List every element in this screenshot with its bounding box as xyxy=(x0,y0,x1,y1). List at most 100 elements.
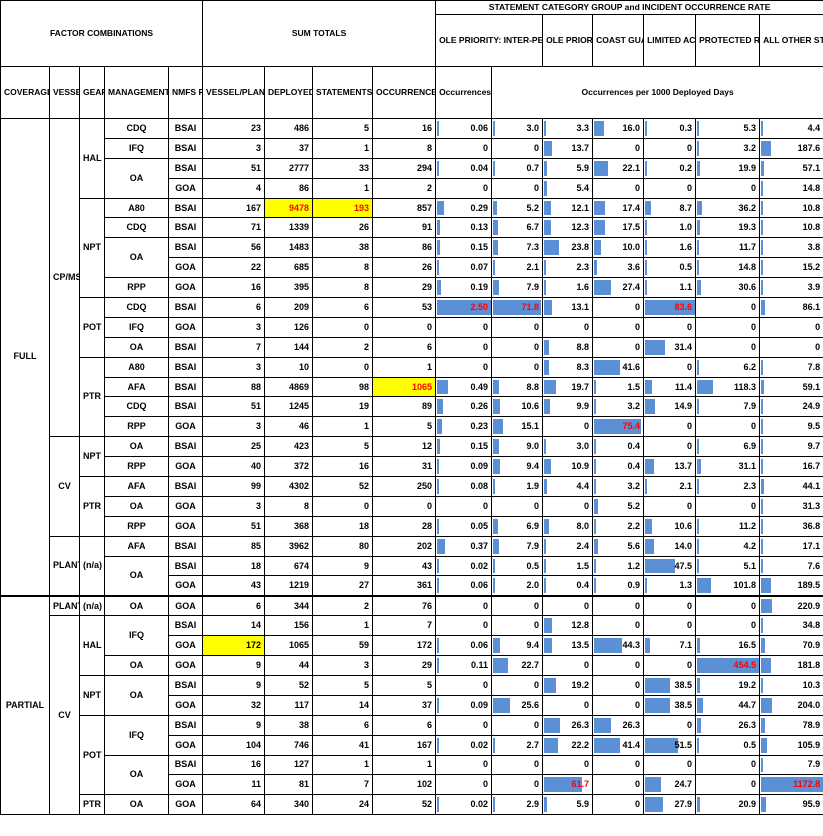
rate-value: 0 xyxy=(584,500,590,511)
rate-cell: 19.2 xyxy=(542,674,594,696)
rate-value: 0 xyxy=(687,441,693,452)
rate-bar xyxy=(645,538,655,554)
occurrences-cell: 89 xyxy=(372,396,437,418)
rate-bar xyxy=(761,479,764,494)
table-row: RPP GOA 40 372 16 31 0.09 9.4 10.9 0.4 13.7 31.1 16.… xyxy=(1,456,823,478)
rate-cell: 23.8 xyxy=(542,237,594,259)
rate-bar xyxy=(437,280,442,296)
rate-value: 2.3 xyxy=(576,262,590,273)
rate-cell: 2.3 xyxy=(695,476,761,497)
rate-cell: 0 xyxy=(643,436,697,458)
deployed-days-cell: 37 xyxy=(264,137,314,159)
rate-value: 181.8 xyxy=(797,659,821,670)
rate-bar xyxy=(493,658,509,673)
rate-cell: 1.6 xyxy=(643,237,697,259)
table-row: CDQ BSAI 51 1245 19 89 0.26 10.6 9.9 3.2 14.9 7.9 24… xyxy=(1,396,823,418)
table-row: AFA BSAI 88 4869 98 1065 0.49 8.8 19.7 1.5 11.4 118… xyxy=(1,376,823,398)
rate-cell: 44.7 xyxy=(695,694,761,716)
rate-bar xyxy=(761,459,763,475)
management-program-header: MANAGEMENT PROGRAM xyxy=(104,66,169,119)
rate-bar xyxy=(761,180,763,196)
rate-cell: 10.3 xyxy=(759,674,823,696)
rate-value: 2.9 xyxy=(526,799,540,810)
rate-value: 24.7 xyxy=(674,779,693,790)
rate-cell: 105.9 xyxy=(759,734,823,756)
rate-value: 23.8 xyxy=(571,242,590,253)
table-row: GOA 43 1219 27 361 0.06 2.0 0.4 0.9 1.3 101.8 189.5 xyxy=(1,575,823,597)
statements-cell: 9 xyxy=(312,555,374,577)
rate-value: 9.4 xyxy=(526,461,540,472)
statements-cell: 1 xyxy=(312,177,374,199)
rate-value: 0.08 xyxy=(470,480,489,491)
rate-cell: 0 xyxy=(643,594,697,617)
rate-value: 0.4 xyxy=(576,580,590,591)
rate-value: 2.2 xyxy=(627,520,641,531)
rate-bar xyxy=(697,518,699,534)
rate-bar xyxy=(761,538,763,554)
occurrences-cell: 361 xyxy=(372,575,437,597)
rate-value: 5.1 xyxy=(743,560,757,571)
rate-value: 2.1 xyxy=(679,480,693,491)
occurrences-cell: 5 xyxy=(372,416,437,438)
occ-per-vessel-cell: 0.02 xyxy=(435,555,493,577)
occurrences-cell: 1 xyxy=(372,356,437,378)
statements-cell: 0 xyxy=(312,316,374,338)
rate-cell: 101.8 xyxy=(695,575,761,597)
nmfs-region-cell: BSAI xyxy=(167,137,204,159)
rate-bar xyxy=(697,121,699,136)
assignments-cell: 172 xyxy=(202,635,266,657)
occurrences-cell: 43 xyxy=(372,555,437,577)
rate-value: 204.0 xyxy=(797,699,821,710)
nmfs-region-cell: GOA xyxy=(167,495,204,517)
occurrences-cell: 2 xyxy=(372,177,437,199)
rate-cell: 71.8 xyxy=(491,297,544,318)
rate-value: 10.8 xyxy=(802,202,821,213)
occurrences-cell: 8 xyxy=(372,137,437,159)
occurrences-cell: 29 xyxy=(372,277,437,299)
occurrences-cell: 6 xyxy=(372,714,437,736)
occ-per-vessel-cell: 0.15 xyxy=(435,237,493,259)
rate-bar xyxy=(493,558,495,574)
rate-bar xyxy=(544,777,582,793)
rate-bar xyxy=(544,797,548,813)
rate-cell: 0 xyxy=(695,615,761,637)
occ-per-vessel-cell: 0 xyxy=(435,177,493,199)
rate-value: 0 xyxy=(483,620,489,631)
vessel-type-cell: PLANT xyxy=(49,535,80,597)
rate-cell: 0.5 xyxy=(695,734,761,756)
statements-cell: 2 xyxy=(312,336,374,358)
rate-bar xyxy=(697,260,699,276)
rate-bar xyxy=(594,399,597,415)
rate-cell: 5.9 xyxy=(542,794,594,816)
assignments-cell: 18 xyxy=(202,555,266,577)
assignments-cell: 167 xyxy=(202,197,266,219)
occurrences-cell: 857 xyxy=(372,197,437,219)
rate-value: 41.6 xyxy=(622,361,641,372)
statements-cell: 0 xyxy=(312,495,374,517)
rate-value: 5.2 xyxy=(627,500,641,511)
occurrences-cell: 0 xyxy=(372,495,437,517)
rate-cell: 0 xyxy=(592,794,645,816)
rate-bar xyxy=(761,677,763,693)
rate-bar xyxy=(761,379,765,395)
rate-cell: 20.9 xyxy=(695,794,761,816)
rate-cell: 0.4 xyxy=(592,456,645,478)
rate-value: 44.3 xyxy=(622,640,641,651)
rate-cell: 19.3 xyxy=(695,217,761,239)
rate-bar xyxy=(544,140,553,156)
assignments-cell: 25 xyxy=(202,436,266,458)
rate-value: 13.1 xyxy=(571,301,590,312)
occurrences-cell: 6 xyxy=(372,336,437,358)
statements-cell: 5 xyxy=(312,674,374,696)
rate-cell: 3.2 xyxy=(592,396,645,418)
rate-value: 1.0 xyxy=(679,222,693,233)
statements-cell: 1 xyxy=(312,615,374,637)
rate-cell: 7.8 xyxy=(759,356,823,378)
rate-bar xyxy=(645,121,647,136)
occ-per-vessel-cell: 0.23 xyxy=(435,416,493,438)
rate-value: 3.6 xyxy=(627,262,641,273)
rate-value: 0.02 xyxy=(470,739,489,750)
rate-bar xyxy=(761,498,763,514)
occurrences-cell: 102 xyxy=(372,774,437,796)
